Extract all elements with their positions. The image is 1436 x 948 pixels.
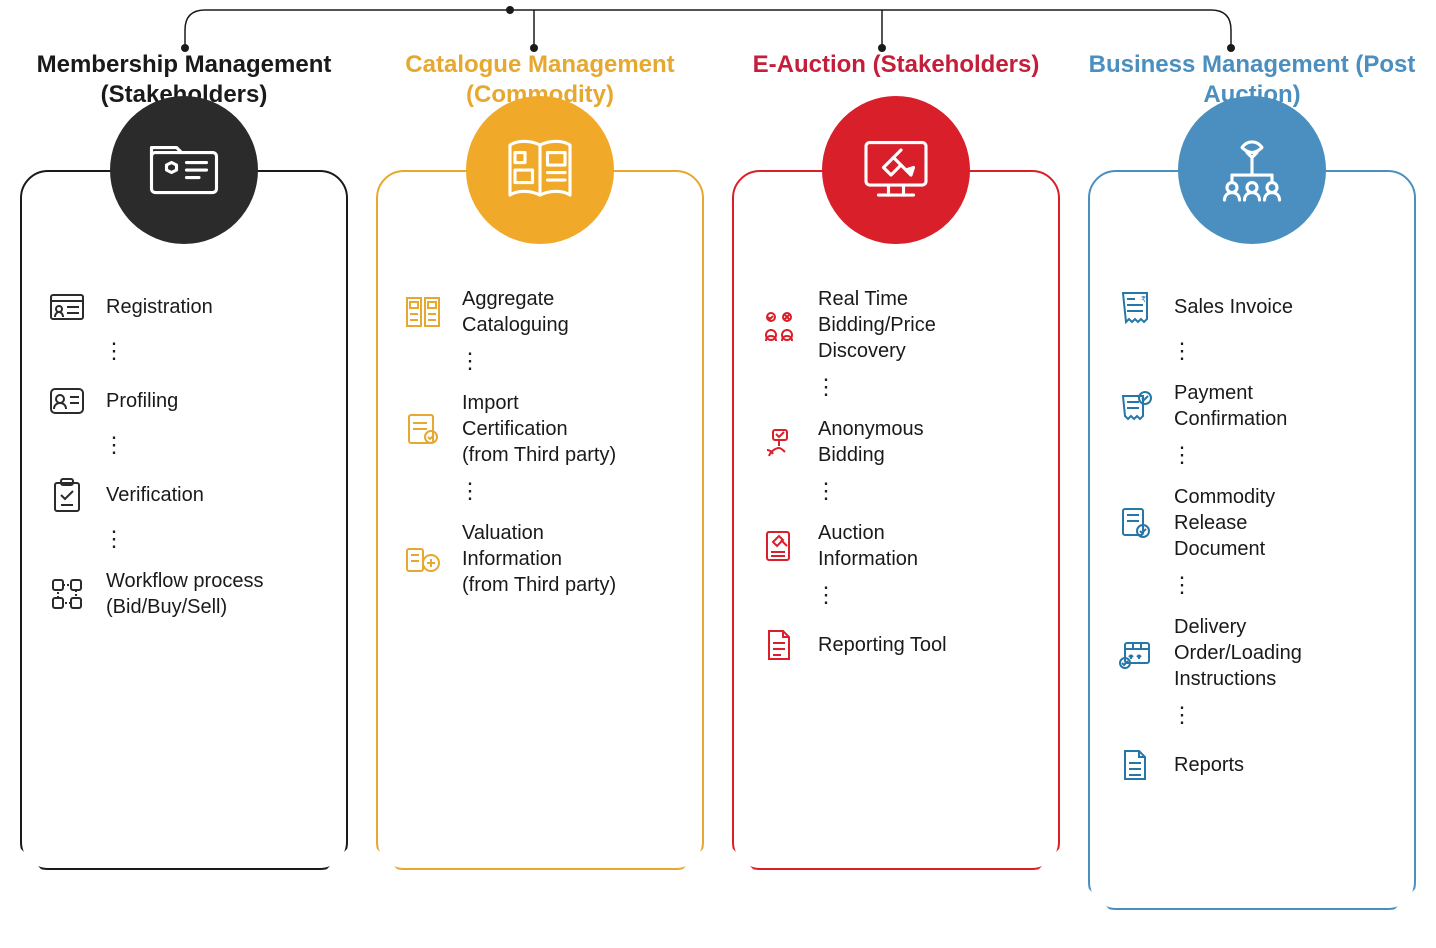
item-label: Workflow process (Bid/Buy/Sell) bbox=[106, 568, 263, 620]
list-item: Import Certification (from Third party) bbox=[402, 376, 678, 482]
item-label: Reporting Tool bbox=[818, 632, 947, 658]
item-label: Sales Invoice bbox=[1174, 294, 1293, 320]
separator-dots bbox=[1174, 706, 1178, 730]
item-label: Valuation Information (from Third party) bbox=[462, 520, 616, 598]
list-item: Real Time Bidding/Price Discovery bbox=[758, 272, 1034, 378]
item-label: Anonymous Bidding bbox=[818, 416, 924, 468]
column-catalogue: Catalogue Management (Commodity) Aggrega… bbox=[376, 50, 704, 910]
list-item: ₹ Sales Invoice bbox=[1114, 272, 1390, 342]
delivery-icon bbox=[1114, 632, 1156, 674]
list-item: Registration bbox=[46, 272, 322, 342]
column-business: Business Management (Post Auction) ₹ Sal… bbox=[1088, 50, 1416, 910]
item-label: Profiling bbox=[106, 388, 178, 414]
list-item: Reports bbox=[1114, 730, 1390, 800]
separator-dots bbox=[818, 378, 822, 402]
separator-dots bbox=[818, 482, 822, 506]
anonymous-bid-icon bbox=[758, 421, 800, 463]
separator-dots bbox=[1174, 342, 1178, 366]
card-business: ₹ Sales Invoice Payment Confirmation Com… bbox=[1088, 170, 1416, 910]
certificate-icon bbox=[402, 408, 444, 450]
invoice-icon: ₹ bbox=[1114, 286, 1156, 328]
payment-icon bbox=[1114, 385, 1156, 427]
list-item: Reporting Tool bbox=[758, 610, 1034, 680]
item-label: Delivery Order/Loading Instructions bbox=[1174, 614, 1302, 692]
list-item: Aggregate Cataloguing bbox=[402, 272, 678, 352]
open-book-icon bbox=[466, 96, 614, 244]
item-label: Auction Information bbox=[818, 520, 918, 572]
list-item: Commodity Release Document bbox=[1114, 470, 1390, 576]
column-eauction: E-Auction (Stakeholders) Real Time Biddi… bbox=[732, 50, 1060, 910]
svg-text:₹: ₹ bbox=[1141, 295, 1146, 304]
reports-icon bbox=[1114, 744, 1156, 786]
release-doc-icon bbox=[1114, 502, 1156, 544]
column-membership: Membership Management (Stakeholders) Reg… bbox=[20, 50, 348, 910]
item-label: Commodity Release Document bbox=[1174, 484, 1275, 562]
item-label: Reports bbox=[1174, 752, 1244, 778]
list-item: Verification bbox=[46, 460, 322, 530]
item-label: Real Time Bidding/Price Discovery bbox=[818, 286, 936, 364]
profile-icon bbox=[46, 380, 88, 422]
separator-dots bbox=[106, 530, 110, 554]
separator-dots bbox=[462, 482, 466, 506]
list-item: Workflow process (Bid/Buy/Sell) bbox=[46, 554, 322, 634]
clipboard-check-icon bbox=[46, 474, 88, 516]
separator-dots bbox=[1174, 576, 1178, 600]
item-label: Payment Confirmation bbox=[1174, 380, 1287, 432]
list-item: Valuation Information (from Third party) bbox=[402, 506, 678, 612]
item-label: Verification bbox=[106, 482, 204, 508]
items-membership: Registration Profiling Verification Work… bbox=[46, 272, 322, 634]
separator-dots bbox=[818, 586, 822, 610]
workflow-icon bbox=[46, 573, 88, 615]
auction-monitor-icon bbox=[822, 96, 970, 244]
item-label: Aggregate Cataloguing bbox=[462, 286, 569, 338]
separator-dots bbox=[1174, 446, 1178, 470]
bidding-icon bbox=[758, 304, 800, 346]
list-item: Anonymous Bidding bbox=[758, 402, 1034, 482]
report-icon bbox=[758, 624, 800, 666]
items-catalogue: Aggregate Cataloguing Import Certificati… bbox=[402, 272, 678, 612]
card-eauction: Real Time Bidding/Price Discovery Anonym… bbox=[732, 170, 1060, 870]
item-label: Registration bbox=[106, 294, 213, 320]
valuation-icon bbox=[402, 538, 444, 580]
item-label: Import Certification (from Third party) bbox=[462, 390, 616, 468]
catalog-icon bbox=[402, 291, 444, 333]
separator-dots bbox=[106, 436, 110, 460]
handshake-team-icon bbox=[1178, 96, 1326, 244]
card-catalogue: Aggregate Cataloguing Import Certificati… bbox=[376, 170, 704, 870]
items-business: ₹ Sales Invoice Payment Confirmation Com… bbox=[1114, 272, 1390, 800]
list-item: Payment Confirmation bbox=[1114, 366, 1390, 446]
list-item: Auction Information bbox=[758, 506, 1034, 586]
auction-info-icon bbox=[758, 525, 800, 567]
items-eauction: Real Time Bidding/Price Discovery Anonym… bbox=[758, 272, 1034, 680]
card-membership: Registration Profiling Verification Work… bbox=[20, 170, 348, 870]
registration-icon bbox=[46, 286, 88, 328]
separator-dots bbox=[462, 352, 466, 376]
list-item: Profiling bbox=[46, 366, 322, 436]
columns-container: Membership Management (Stakeholders) Reg… bbox=[0, 0, 1436, 930]
id-card-icon bbox=[110, 96, 258, 244]
list-item: Delivery Order/Loading Instructions bbox=[1114, 600, 1390, 706]
separator-dots bbox=[106, 342, 110, 366]
